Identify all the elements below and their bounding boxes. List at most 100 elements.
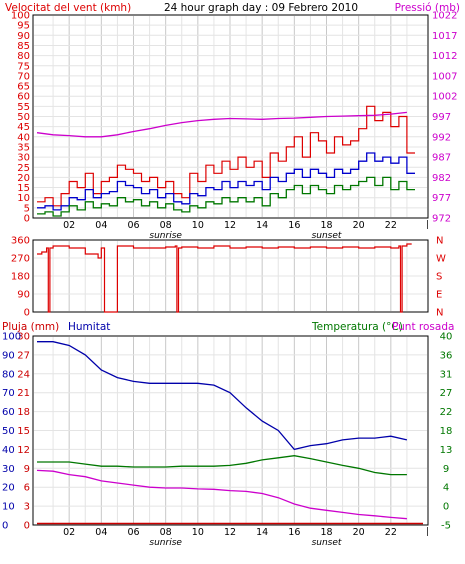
humidity-axis-tick: 50 [2,426,15,437]
x-tick-label: 20 [353,527,365,538]
x-tick-label: 02 [63,220,75,231]
x-tick-label: 18 [320,527,332,538]
wind-axis-tick: 20 [17,173,30,184]
x-tick-label: 14 [256,527,268,538]
humidity-axis-tick: 90 [2,350,15,361]
direction-axis-tick: 270 [11,254,30,265]
wind-axis-tick: 100 [11,11,30,22]
humidity-axis-tick: 30 [2,464,15,475]
humidity-axis-tick: 40 [2,445,15,456]
temperature-line [37,455,407,476]
humidity-axis-tick: 0 [2,521,8,532]
temperature-axis-tick: 31 [440,369,453,380]
x-end-tick: | [426,527,429,537]
pressure-axis-tick: 997 [432,112,451,123]
temperature-axis-tick: 0 [443,502,449,513]
pressure-axis-tick: 977 [432,193,451,204]
rain-axis-tick: 15 [17,426,30,437]
rain-axis-tick: 3 [24,502,30,513]
x-tick-label: 22 [385,527,397,538]
sunrise-marker: sunrise [149,538,182,548]
wind-axis-tick: 55 [17,102,30,113]
pressure-axis-tick: 982 [432,173,451,184]
compass-axis-tick: N [436,308,443,319]
rain-axis-tick: 0 [24,521,30,532]
rain-axis-tick: 30 [17,332,30,343]
wind-min-line [37,176,415,217]
direction-line [37,243,412,313]
rain-axis-tick: 27 [17,350,30,361]
wind-axis-tick: 50 [17,112,30,123]
pressure-axis-tick: 1022 [432,11,457,22]
x-tick-label: 16 [288,220,300,231]
wind-axis-tick: 25 [17,163,30,174]
x-tick-label: 14 [256,220,268,231]
temperature-axis-tick: 36 [440,350,453,361]
x-tick-label: 08 [160,527,172,538]
wind-axis-tick: 10 [17,193,30,204]
pressure-line [36,111,407,138]
x-tick-label: 10 [192,527,204,538]
compass-axis-tick: S [436,272,442,283]
humidity-axis-tick: 100 [2,332,21,343]
temperature-axis-tick: 27 [440,388,453,399]
wind-axis-tick: 0 [24,214,30,225]
wind-axis-tick: 80 [17,51,30,62]
humidity-axis-tick: 70 [2,388,15,399]
pressure-axis-tick: 1017 [432,31,457,42]
direction-axis-tick: 360 [11,236,30,247]
temperature-axis-tick: -5 [441,521,451,532]
wind-axis-tick: 60 [17,92,30,103]
wind-axis-tick: 35 [17,142,30,153]
pressure-axis-tick: 1002 [432,92,457,103]
x-tick-label: 22 [385,220,397,231]
compass-axis-tick: E [436,290,442,301]
sunset-marker: sunset [312,231,342,241]
pressure-axis-tick: 987 [432,153,451,164]
humidity-label: Humitat [68,321,110,333]
x-tick-label: 12 [224,220,236,231]
temperature-axis-tick: 13 [440,445,453,456]
rain-axis-tick: 21 [17,388,30,399]
x-tick-label: 08 [160,220,172,231]
x-tick-label: 04 [95,220,107,231]
compass-axis-tick: N [436,236,443,247]
rain-axis-tick: 12 [17,445,30,456]
x-tick-label: 06 [127,220,139,231]
wind-axis-tick: 90 [17,31,30,42]
dewpoint-label: Punt rosada [392,321,454,333]
wind-axis-tick: 95 [17,21,30,32]
temperature-axis-tick: 22 [440,407,453,418]
temperature-axis-tick: 40 [440,332,453,343]
humidity-line [37,341,408,451]
wind-avg-line [37,152,415,211]
temperature-axis-tick: 18 [440,426,453,437]
x-tick-label: 10 [192,220,204,231]
dewpoint-line [36,469,407,520]
wind-axis-tick: 45 [17,122,30,133]
x-tick-label: 18 [320,220,332,231]
pressure-axis-tick: 972 [432,214,451,225]
humidity-axis-tick: 10 [2,502,15,513]
wind-axis-tick: 30 [17,153,30,164]
pressure-axis-tick: 1007 [432,71,457,82]
pressure-title: Pressió (mb) [395,2,460,14]
humidity-axis-tick: 20 [2,483,15,494]
x-tick-label: 16 [288,527,300,538]
pressure-axis-tick: 992 [432,132,451,143]
x-end-tick: | [426,220,429,230]
x-tick-label: 12 [224,527,236,538]
compass-axis-tick: W [436,254,446,265]
pressure-axis-tick: 1012 [432,51,457,62]
sunset-marker: sunset [312,538,342,548]
direction-axis-tick: 180 [11,272,30,283]
direction-axis-tick: 0 [24,308,30,319]
direction-axis-tick: 90 [17,290,30,301]
wind-axis-tick: 75 [17,61,30,72]
wind-axis-tick: 15 [17,183,30,194]
temperature-label: Temperatura (°C) [311,321,403,333]
x-tick-label: 06 [127,527,139,538]
temperature-axis-tick: 4 [443,483,449,494]
